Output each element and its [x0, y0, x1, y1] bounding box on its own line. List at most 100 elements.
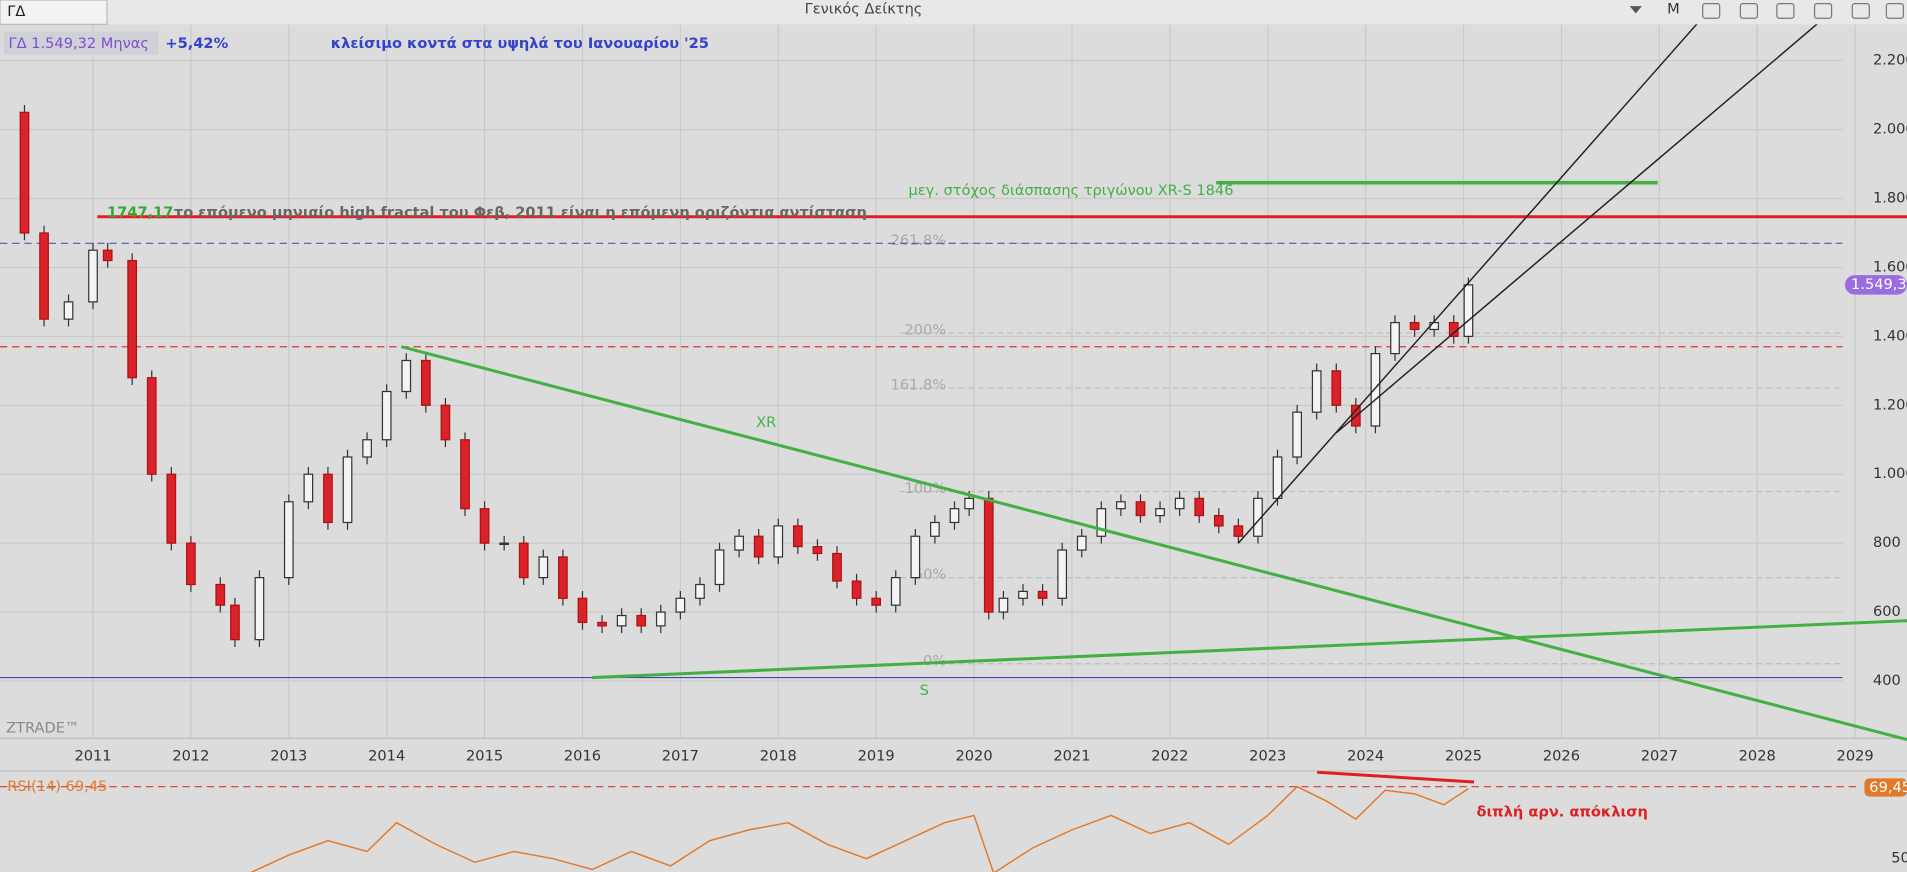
trendline-label: S — [920, 682, 929, 699]
quote: ΓΔ 1.549,32 Μηνας — [9, 35, 149, 52]
candle — [1135, 501, 1146, 517]
fib-label: 161.8% — [891, 377, 947, 394]
candle — [1331, 370, 1342, 406]
window-title: Γενικός Δείκτης — [805, 1, 923, 18]
candle — [1076, 535, 1087, 551]
candle — [753, 535, 764, 558]
candle — [871, 597, 882, 606]
candle — [597, 621, 607, 627]
y-tick-label: 1.800 — [1873, 190, 1907, 207]
candle — [1292, 411, 1302, 458]
candle — [362, 439, 372, 458]
symbol[interactable]: ΓΔ — [7, 3, 25, 20]
candle — [1272, 456, 1283, 499]
candle — [1370, 352, 1381, 427]
candle — [1096, 508, 1107, 537]
toolbar-icon[interactable] — [1885, 3, 1904, 19]
candle — [186, 542, 196, 586]
x-tick-label: 2012 — [172, 747, 209, 764]
y-tick-label: 600 — [1873, 603, 1901, 620]
candle — [616, 614, 627, 627]
y-tick-label: 1.400 — [1873, 327, 1907, 344]
x-tick-label: 2027 — [1641, 747, 1678, 764]
toolbar-icon[interactable] — [1813, 3, 1833, 19]
candle — [283, 501, 294, 579]
x-tick-label: 2029 — [1837, 747, 1874, 764]
candle — [734, 535, 744, 551]
candle — [1174, 497, 1185, 510]
candle — [1037, 590, 1048, 599]
trendline — [1335, 0, 1846, 434]
fib-label: 50% — [914, 566, 947, 583]
candle — [1409, 321, 1420, 331]
candle — [964, 497, 975, 510]
divergence-line — [1317, 770, 1475, 784]
watermark: ZTRADE™ — [6, 719, 79, 736]
fib-label: 261.8% — [891, 232, 947, 249]
x-tick-label: 2020 — [956, 747, 993, 764]
candle — [127, 259, 138, 379]
x-tick-label: 2018 — [760, 747, 797, 764]
trendline — [1237, 0, 1719, 544]
candle — [499, 542, 510, 545]
x-tick-label: 2017 — [662, 747, 699, 764]
candle — [166, 473, 177, 544]
x-tick-label: 2014 — [368, 747, 405, 764]
resistance-note: το επόμενο μηνιαίο high fractal του Φεβ,… — [174, 204, 867, 221]
toolbar-icon[interactable] — [1739, 3, 1759, 19]
candle — [215, 583, 226, 606]
dropdown[interactable] — [1629, 6, 1642, 14]
rsi-label: RSI(14) 69,45 — [7, 778, 107, 795]
candle — [983, 497, 994, 613]
candle — [851, 580, 862, 599]
title-bar — [0, 0, 1907, 25]
symbol-box — [0, 0, 108, 25]
toolbar-icon[interactable] — [1702, 3, 1721, 19]
x-tick-label: 2028 — [1739, 747, 1776, 764]
y-tick-label: 1.600 — [1873, 258, 1907, 275]
candle — [1253, 497, 1263, 537]
x-tick-label: 2016 — [564, 747, 601, 764]
candle — [1463, 284, 1474, 337]
change: +5,42% — [165, 35, 228, 52]
trendline-label: XR — [756, 414, 776, 431]
candle — [102, 249, 113, 262]
candle — [577, 597, 588, 624]
candle — [675, 597, 686, 613]
y-tick-label: 800 — [1873, 534, 1901, 551]
trendline — [400, 345, 1907, 742]
candle — [890, 577, 901, 606]
candle — [1429, 321, 1440, 331]
candle — [538, 556, 549, 579]
candle — [63, 301, 74, 320]
candle — [1194, 497, 1205, 517]
candle — [1233, 525, 1244, 537]
x-tick-label: 2013 — [270, 747, 307, 764]
candle — [19, 111, 30, 234]
candle — [1018, 590, 1028, 599]
candle — [773, 525, 784, 558]
resistance-value: 1747,17 — [107, 204, 173, 221]
candle — [39, 232, 49, 320]
target-label: μεγ. στόχος διάσπασης τριγώνου XR-S 1846 — [909, 182, 1234, 199]
candle — [303, 473, 314, 503]
x-tick-label: 2026 — [1543, 747, 1580, 764]
last-price: 1.549,32 — [1851, 276, 1907, 293]
toolbar-icon[interactable] — [1851, 3, 1870, 19]
fib-label: 200% — [905, 321, 947, 338]
y-tick-label: 50 — [1891, 850, 1907, 867]
candle — [254, 577, 265, 641]
trendline — [592, 619, 1907, 680]
last-price-badge — [1844, 275, 1907, 295]
y-tick-label: 400 — [1873, 672, 1901, 689]
rsi-line — [250, 785, 1469, 872]
candle — [1448, 321, 1459, 337]
quote-box — [3, 31, 159, 55]
candle — [420, 359, 431, 406]
period[interactable]: M — [1667, 1, 1680, 18]
candle — [381, 390, 392, 441]
toolbar-icon[interactable] — [1776, 3, 1795, 19]
x-tick-label: 2022 — [1151, 747, 1188, 764]
